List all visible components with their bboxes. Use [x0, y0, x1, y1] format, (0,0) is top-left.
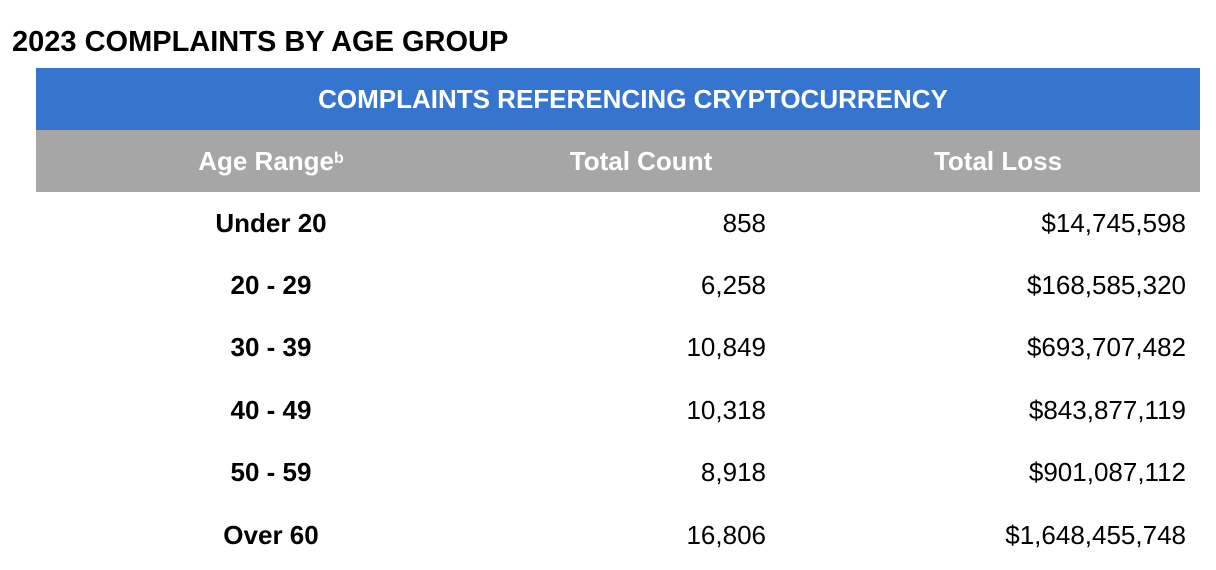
table-row: Over 60 16,806 $1,648,455,748 [36, 504, 1200, 566]
total-count-cell: 10,318 [686, 394, 766, 425]
total-loss-cell: $168,585,320 [1026, 270, 1186, 301]
total-loss-cell: $693,707,482 [1026, 332, 1186, 363]
total-count-cell: 8,918 [700, 457, 766, 488]
total-count-cell: 6,258 [700, 270, 766, 301]
table-row: 50 - 59 8,918 $901,087,112 [36, 442, 1200, 504]
table-banner: COMPLAINTS REFERENCING CRYPTOCURRENCY [36, 68, 1200, 130]
total-count-cell: 10,849 [686, 332, 766, 363]
total-loss-cell: $14,745,598 [1041, 207, 1186, 238]
age-range-cell: 20 - 29 [230, 270, 312, 301]
page-title: 2023 COMPLAINTS BY AGE GROUP [12, 26, 509, 58]
age-range-cell: 40 - 49 [230, 394, 312, 425]
column-header-total-count: Total Count [569, 145, 713, 176]
age-range-cell: Over 60 [223, 519, 319, 550]
total-loss-cell: $901,087,112 [1028, 457, 1186, 488]
age-range-cell: 50 - 59 [230, 457, 312, 488]
total-count-cell: 858 [722, 207, 766, 238]
complaints-table: COMPLAINTS REFERENCING CRYPTOCURRENCY Ag… [36, 68, 1200, 566]
total-loss-cell: $843,877,119 [1028, 394, 1186, 425]
table-row: 30 - 39 10,849 $693,707,482 [36, 317, 1200, 379]
table-header-row: Age Range b Total Count Total Loss [36, 130, 1200, 192]
table-body: Under 20 858 $14,745,598 20 - 29 6,258 $… [36, 192, 1200, 566]
total-count-cell: 16,806 [686, 519, 766, 550]
age-range-cell: 30 - 39 [230, 332, 312, 363]
age-range-cell: Under 20 [215, 207, 327, 238]
column-header-age-range: Age Range b [198, 145, 344, 176]
table-row: 40 - 49 10,318 $843,877,119 [36, 379, 1200, 441]
column-header-age-range-label: Age Range [198, 145, 335, 176]
total-loss-cell: $1,648,455,748 [1005, 519, 1186, 550]
table-row: 20 - 29 6,258 $168,585,320 [36, 254, 1200, 316]
column-header-total-loss: Total Loss [933, 145, 1063, 176]
table-row: Under 20 858 $14,745,598 [36, 192, 1200, 254]
